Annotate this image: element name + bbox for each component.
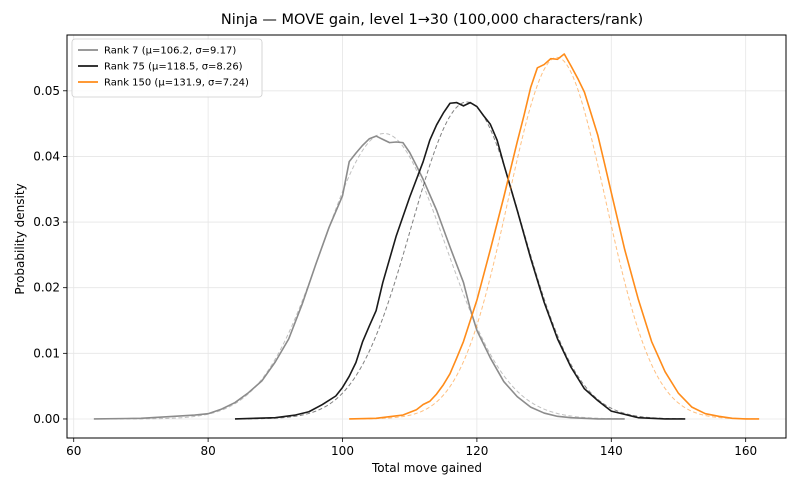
x-tick-label: 140: [600, 444, 623, 458]
y-tick-label: 0.05: [33, 84, 60, 98]
x-tick-label: 120: [465, 444, 488, 458]
series-2-line: [349, 53, 760, 420]
legend: Rank 7 (μ=106.2, σ=9.17) Rank 75 (μ=118.5…: [71, 38, 263, 98]
y-tick-label: 0.04: [33, 149, 60, 163]
legend-entry-label: Rank 75 (μ=118.5, σ=8.26): [104, 62, 243, 73]
y-tick-label: 0.00: [33, 412, 60, 426]
series-0-fit-curve: [93, 132, 625, 420]
legend-entry-label: Rank 150 (μ=131.9, σ=7.24): [104, 78, 249, 89]
series-1-fit-curve: [234, 101, 686, 420]
chart-title: Ninja — MOVE gain, level 1→30 (100,000 c…: [221, 12, 643, 28]
x-tick-label: 100: [331, 444, 354, 458]
plot-frame: [66, 34, 787, 439]
plot-lines: [93, 53, 760, 420]
series-1-line: [234, 101, 686, 420]
y-tick-label: 0.01: [33, 346, 60, 360]
y-axis-label: Probability density: [13, 183, 27, 294]
legend-box: [71, 38, 263, 98]
y-axis: 0.00 0.01 0.02 0.03 0.04 0.05: [33, 84, 67, 426]
x-tick-label: 160: [734, 444, 757, 458]
x-tick-label: 60: [66, 444, 81, 458]
series-2-fit-curve: [349, 56, 760, 420]
y-tick-label: 0.02: [33, 281, 60, 295]
x-axis-label: Total move gained: [371, 461, 482, 475]
y-tick-label: 0.03: [33, 215, 60, 229]
x-axis: 60 80 100 120 140 160: [66, 438, 757, 458]
x-tick-label: 80: [200, 444, 215, 458]
legend-entry-label: Rank 7 (μ=106.2, σ=9.17): [104, 46, 236, 57]
series-0-line: [93, 135, 625, 420]
